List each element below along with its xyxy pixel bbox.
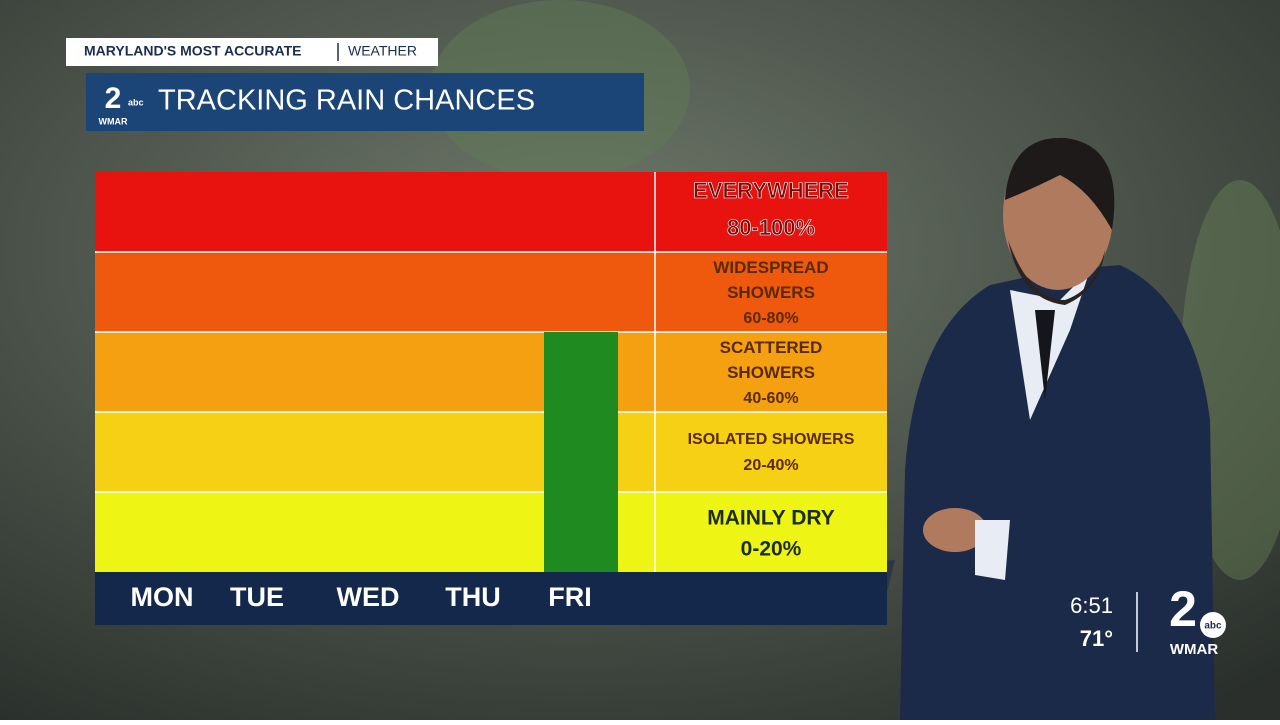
temperature: 71°	[1080, 626, 1113, 651]
title: TRACKING RAIN CHANCES	[158, 85, 535, 117]
bug-logo-station: WMAR	[1170, 641, 1218, 658]
chart: MAINLY DRY 0-20% ISOLATED SHOWERS 20-40% SCA…	[95, 172, 887, 625]
bug-logo-network: abc	[1204, 621, 1222, 632]
band-label: ISOLATED SHOWERS	[688, 431, 855, 448]
x-tick-label: FRI	[548, 582, 592, 612]
band	[95, 252, 887, 332]
x-tick-label: MON	[131, 582, 194, 612]
logo-number: 2	[105, 82, 122, 115]
x-tick-label: TUE	[230, 582, 284, 612]
logo-station: WMAR	[99, 116, 128, 126]
band	[95, 492, 887, 572]
band	[95, 332, 887, 412]
logo-network: abc	[128, 97, 144, 107]
bug-logo-circle	[1200, 612, 1226, 638]
title-box	[86, 73, 644, 131]
band-label: EVERYWHERE	[693, 178, 849, 203]
time: 6:51	[1070, 593, 1113, 618]
band	[95, 172, 887, 252]
band-range: 20-40%	[743, 457, 798, 474]
tagline: MARYLAND'S MOST ACCURATE	[84, 43, 301, 59]
band-range: 80-100%	[727, 215, 815, 240]
bar	[544, 332, 618, 572]
band-label: SCATTERED SHOWERS	[720, 338, 823, 382]
day-strip	[95, 572, 887, 625]
band-label: WIDESPREAD SHOWERS	[713, 258, 828, 302]
band-range: 0-20%	[741, 538, 802, 561]
band-range: 60-80%	[743, 310, 798, 327]
band	[95, 412, 887, 492]
band-label: MAINLY DRY	[707, 507, 835, 530]
section: WEATHER	[348, 43, 417, 59]
x-tick-label: THU	[445, 582, 501, 612]
bug-logo-number: 2	[1169, 581, 1197, 637]
x-tick-label: WED	[337, 582, 400, 612]
band-range: 40-60%	[743, 390, 798, 407]
tagline-box	[66, 38, 438, 66]
